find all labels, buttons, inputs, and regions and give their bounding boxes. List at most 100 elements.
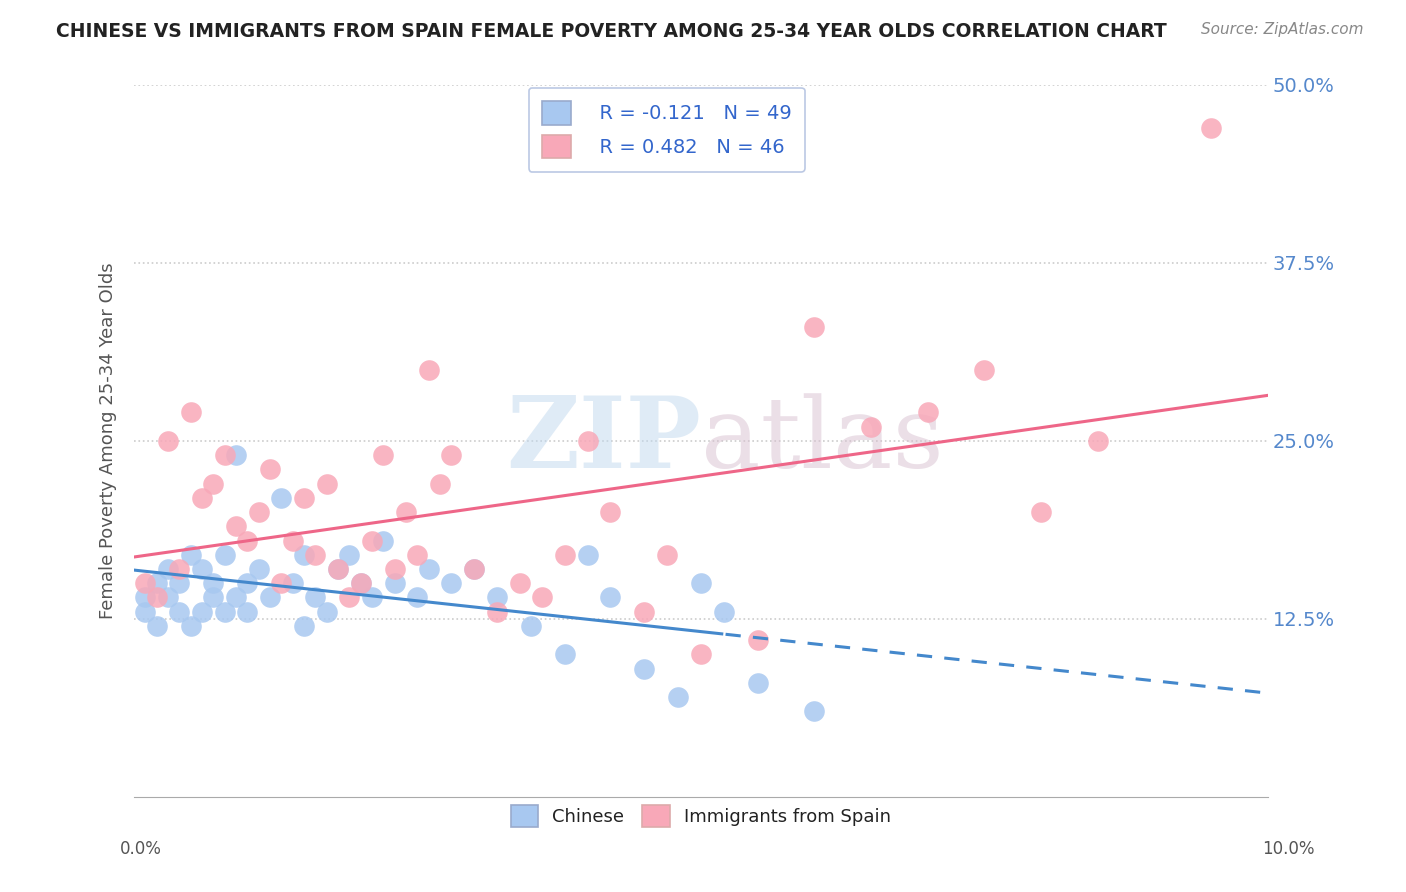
Point: [339, 548, 361, 562]
Point: [202, 591, 225, 605]
Point: [157, 562, 180, 576]
Point: [633, 605, 655, 619]
Point: [747, 676, 769, 690]
Point: [690, 576, 713, 591]
Point: [225, 519, 247, 533]
Point: [803, 320, 825, 334]
Point: [292, 548, 315, 562]
Point: [690, 648, 713, 662]
Point: [169, 576, 191, 591]
Point: [485, 591, 508, 605]
Point: [180, 548, 202, 562]
Point: [418, 362, 440, 376]
Point: [463, 562, 485, 576]
Point: [859, 419, 882, 434]
Point: [180, 405, 202, 419]
Point: [429, 476, 451, 491]
Text: 0.0%: 0.0%: [120, 840, 162, 858]
Point: [326, 562, 349, 576]
Point: [304, 591, 326, 605]
Point: [576, 548, 599, 562]
Point: [225, 591, 247, 605]
Text: Source: ZipAtlas.com: Source: ZipAtlas.com: [1201, 22, 1364, 37]
Point: [326, 562, 349, 576]
Point: [554, 648, 576, 662]
Point: [350, 576, 373, 591]
Point: [666, 690, 689, 705]
Point: [259, 591, 281, 605]
Point: [747, 633, 769, 648]
Point: [145, 576, 167, 591]
Point: [134, 576, 156, 591]
Point: [247, 562, 270, 576]
Point: [917, 405, 939, 419]
Point: [576, 434, 599, 448]
Point: [191, 605, 214, 619]
Point: [633, 662, 655, 676]
Point: [157, 434, 180, 448]
Point: [145, 591, 167, 605]
Text: ZIP: ZIP: [506, 392, 702, 490]
Point: [292, 619, 315, 633]
Point: [315, 605, 337, 619]
Point: [315, 476, 337, 491]
Point: [1087, 434, 1109, 448]
Point: [270, 576, 292, 591]
Point: [214, 548, 236, 562]
Point: [508, 576, 530, 591]
Point: [236, 605, 259, 619]
Point: [406, 591, 429, 605]
Point: [1199, 120, 1222, 135]
Y-axis label: Female Poverty Among 25-34 Year Olds: Female Poverty Among 25-34 Year Olds: [100, 262, 117, 619]
Point: [191, 491, 214, 505]
Point: [134, 605, 156, 619]
Point: [384, 562, 406, 576]
Point: [384, 576, 406, 591]
Point: [202, 476, 225, 491]
Point: [169, 562, 191, 576]
Point: [973, 362, 995, 376]
Point: [361, 591, 384, 605]
Point: [270, 491, 292, 505]
Point: [202, 576, 225, 591]
Point: [134, 591, 156, 605]
Point: [350, 576, 373, 591]
Point: [225, 448, 247, 462]
Point: [373, 448, 395, 462]
Point: [281, 533, 304, 548]
Point: [281, 576, 304, 591]
Legend: Chinese, Immigrants from Spain: Chinese, Immigrants from Spain: [503, 797, 898, 834]
Point: [236, 576, 259, 591]
Point: [803, 704, 825, 718]
Point: [214, 605, 236, 619]
Point: [520, 619, 543, 633]
Point: [440, 576, 463, 591]
Point: [485, 605, 508, 619]
Point: [599, 505, 621, 519]
Point: [373, 533, 395, 548]
Point: [180, 619, 202, 633]
Text: 10.0%: 10.0%: [1263, 840, 1315, 858]
Point: [655, 548, 678, 562]
Point: [214, 448, 236, 462]
Point: [554, 548, 576, 562]
Point: [157, 591, 180, 605]
Point: [531, 591, 554, 605]
Point: [463, 562, 485, 576]
Point: [713, 605, 735, 619]
Point: [440, 448, 463, 462]
Point: [236, 533, 259, 548]
Point: [292, 491, 315, 505]
Point: [145, 619, 167, 633]
Point: [599, 591, 621, 605]
Point: [339, 591, 361, 605]
Text: atlas: atlas: [702, 393, 943, 489]
Point: [406, 548, 429, 562]
Point: [169, 605, 191, 619]
Point: [191, 562, 214, 576]
Point: [395, 505, 418, 519]
Point: [259, 462, 281, 476]
Point: [361, 533, 384, 548]
Point: [247, 505, 270, 519]
Text: CHINESE VS IMMIGRANTS FROM SPAIN FEMALE POVERTY AMONG 25-34 YEAR OLDS CORRELATIO: CHINESE VS IMMIGRANTS FROM SPAIN FEMALE …: [56, 22, 1167, 41]
